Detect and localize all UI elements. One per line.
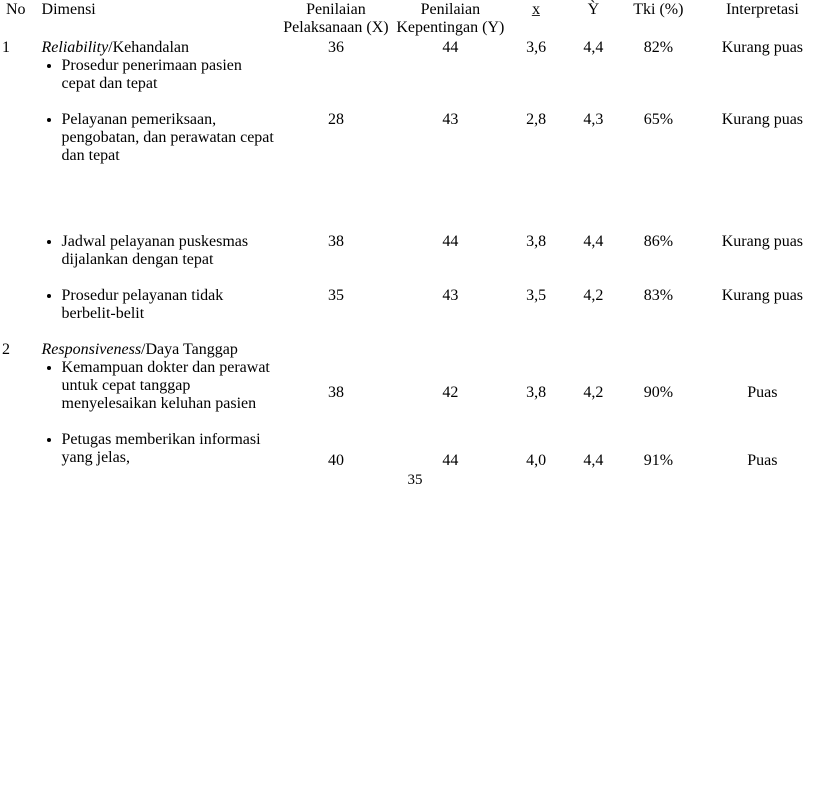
table-row: Prosedur pelayanan tidak berbelit-belit … [0,286,830,324]
value-xbar: 2,8 [508,110,565,166]
value-xbar: 3,8 [508,232,565,270]
bullet-text: Jadwal pelayanan puskesmas dijalankan de… [62,233,249,268]
table-row: Petugas memberikan informasi yang jelas,… [0,430,830,471]
bullet-text: Prosedur penerimaan pasien cepat dan tep… [62,57,242,92]
value-interp: Kurang puas [695,38,830,94]
value-x: 38 [279,232,393,270]
bullet-item: Kemampuan dokter dan perawat untuk cepat… [62,359,277,413]
dimension-cell: Pelayanan pemeriksaan, pengobatan, dan p… [40,110,279,166]
value-ybar: 4,4 [565,232,622,270]
value-xbar: 3,5 [508,286,565,324]
value-xbar: 4,0 [508,430,565,471]
value-ybar: 4,3 [565,110,622,166]
header-ybar: Ỳ [565,0,622,38]
table-row: Jadwal pelayanan puskesmas dijalankan de… [0,232,830,270]
value-ybar: 4,4 [565,430,622,471]
value-ybar: 4,2 [565,340,622,414]
data-table: No Dimensi Penilaian Pelaksanaan (X) Pen… [0,0,830,490]
value-xbar: 3,6 [508,38,565,94]
bullet-text: Kemampuan dokter dan perawat untuk cepat… [62,359,270,412]
bullet-item: Prosedur pelayanan tidak berbelit-belit [62,287,277,323]
value-x: 36 [279,38,393,94]
dimension-title-italic: Reliability [42,39,109,56]
page-number: 35 [0,471,830,490]
value-tki: 65% [622,110,695,166]
value-tki: 91% [622,430,695,471]
table-row: 1 Reliability/Kehandalan Prosedur peneri… [0,38,830,94]
header-penilaian-x: Penilaian Pelaksanaan (X) [279,0,393,38]
value-tki: 82% [622,38,695,94]
value-y: 42 [393,340,507,414]
header-penilaian-y: Penilaian Kepentingan (Y) [393,0,507,38]
dimension-cell: Reliability/Kehandalan Prosedur penerima… [40,38,279,94]
value-x: 40 [279,430,393,471]
value-interp: Puas [695,340,830,414]
value-xbar: 3,8 [508,340,565,414]
value-interp: Kurang puas [695,286,830,324]
dimension-title-plain: /Daya Tanggap [141,341,238,358]
bullet-text: Pelayanan pemeriksaan, pengobatan, dan p… [62,111,274,164]
value-tki: 83% [622,286,695,324]
header-dimensi: Dimensi [40,0,279,38]
header-xbar: x̲ [508,0,565,38]
value-interp: Puas [695,430,830,471]
value-y: 43 [393,286,507,324]
value-y: 44 [393,38,507,94]
bullet-text: Petugas memberikan informasi yang jelas, [62,431,261,466]
dimension-cell: Petugas memberikan informasi yang jelas, [40,430,279,471]
group-no: 1 [0,38,40,94]
value-ybar: 4,4 [565,38,622,94]
value-interp: Kurang puas [695,232,830,270]
value-y: 43 [393,110,507,166]
dimension-cell: Responsiveness/Daya Tanggap Kemampuan do… [40,340,279,414]
dimension-cell: Prosedur pelayanan tidak berbelit-belit [40,286,279,324]
value-tki: 86% [622,232,695,270]
value-y: 44 [393,430,507,471]
table-row: 2 Responsiveness/Daya Tanggap Kemampuan … [0,340,830,414]
dimension-cell: Jadwal pelayanan puskesmas dijalankan de… [40,232,279,270]
bullet-item: Jadwal pelayanan puskesmas dijalankan de… [62,233,277,269]
table-row: Pelayanan pemeriksaan, pengobatan, dan p… [0,110,830,166]
bullet-item: Petugas memberikan informasi yang jelas, [62,431,277,467]
value-x: 38 [279,340,393,414]
bullet-text: Prosedur pelayanan tidak berbelit-belit [62,287,224,322]
group-no: 2 [0,340,40,414]
value-x: 28 [279,110,393,166]
header-tki: Tki (%) [622,0,695,38]
value-ybar: 4,2 [565,286,622,324]
header-no: No [0,0,40,38]
table-header-row: No Dimensi Penilaian Pelaksanaan (X) Pen… [0,0,830,38]
header-interpretasi: Interpretasi [695,0,830,38]
value-interp: Kurang puas [695,110,830,166]
value-x: 35 [279,286,393,324]
value-tki: 90% [622,340,695,414]
dimension-title-plain: /Kehandalan [108,39,189,56]
value-y: 44 [393,232,507,270]
bullet-item: Pelayanan pemeriksaan, pengobatan, dan p… [62,111,277,165]
dimension-title-italic: Responsiveness [42,341,142,358]
bullet-item: Prosedur penerimaan pasien cepat dan tep… [62,57,277,93]
